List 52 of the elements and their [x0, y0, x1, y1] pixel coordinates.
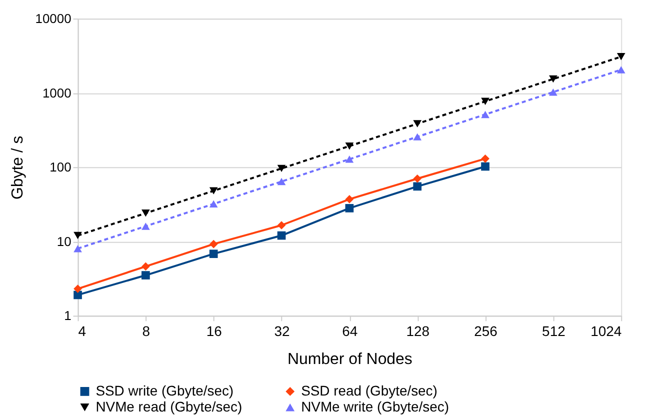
legend-label: NVMe read (Gbyte/sec) — [96, 398, 242, 414]
x-tick-label: 256 — [474, 323, 498, 340]
x-tick-label: 32 — [274, 323, 290, 340]
point — [481, 154, 490, 163]
point — [277, 221, 286, 230]
y-tick-label: 10 — [56, 234, 72, 249]
point — [142, 210, 150, 217]
y-tick-label: 1 — [64, 308, 72, 324]
y-tick-label: 1000 — [42, 85, 72, 100]
point — [142, 262, 150, 271]
legend-label: SSD read (Gbyte/sec) — [301, 382, 438, 398]
x-tick-label: 1024 — [590, 323, 622, 340]
point — [345, 204, 354, 212]
point — [345, 156, 354, 163]
x-tick-label: 128 — [406, 323, 430, 340]
point — [616, 53, 626, 60]
point — [209, 200, 218, 208]
point — [277, 231, 286, 240]
x-axis-title: Number of Nodes — [287, 351, 412, 368]
point — [481, 110, 490, 118]
point — [74, 284, 82, 293]
point — [549, 88, 558, 96]
point — [481, 162, 490, 171]
y-axis-title: Gbyte / s — [9, 136, 26, 200]
point — [481, 98, 490, 105]
point — [277, 178, 286, 186]
point — [616, 66, 626, 74]
point — [413, 133, 422, 140]
x-tick-label: 512 — [542, 323, 566, 340]
legend-label: SSD write (Gbyte/sec) — [96, 382, 234, 398]
point — [413, 182, 422, 191]
point — [142, 271, 150, 280]
y-tick-label: 100 — [50, 160, 72, 175]
point — [209, 240, 218, 248]
point — [74, 290, 82, 300]
point — [74, 244, 82, 252]
y-tick-label: 10000 — [35, 11, 72, 26]
point — [74, 232, 82, 240]
point — [345, 195, 354, 204]
point — [142, 222, 150, 230]
legend-label: NVMe write (Gbyte/sec) — [301, 398, 450, 414]
x-tick-label: 64 — [342, 323, 358, 340]
x-tick-label: 4 — [78, 323, 86, 340]
x-tick-label: 8 — [142, 323, 150, 340]
point — [345, 142, 354, 150]
point — [277, 164, 286, 172]
x-tick-label: 16 — [206, 323, 222, 340]
point — [413, 120, 422, 128]
point — [209, 250, 218, 258]
point — [413, 174, 422, 183]
point — [209, 187, 218, 194]
point — [549, 75, 558, 83]
